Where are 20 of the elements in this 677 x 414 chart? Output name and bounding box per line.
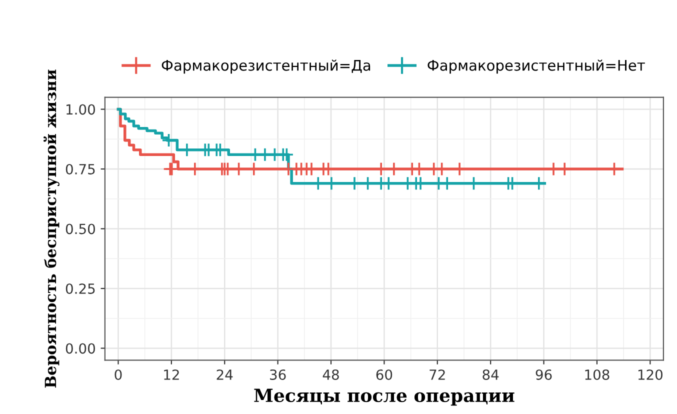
y-tick-label: 0.50: [66, 224, 95, 234]
y-tick-label: 0.75: [66, 164, 95, 174]
x-tick-label: 12: [164, 369, 179, 380]
y-tick-label: 0.00: [66, 343, 95, 354]
y-tick-label: 0.25: [66, 283, 95, 294]
x-tick-label: 84: [482, 369, 499, 380]
x-tick-label: 0: [114, 369, 122, 380]
x-tick-label: 24: [216, 369, 233, 380]
x-axis-title: Месяцы после операции: [254, 388, 514, 406]
x-tick-label: 48: [322, 369, 339, 380]
x-tick-label: 120: [638, 369, 662, 380]
y-tick-label: 1.00: [66, 104, 95, 115]
x-tick-label: 72: [430, 369, 445, 380]
legend-label: Фармакорезистентный=Нет: [428, 60, 645, 74]
x-tick-label: 60: [376, 369, 392, 380]
y-axis-title: Вероятность бесприступной жизни: [44, 70, 60, 388]
legend-label: Фармакорезистентный=Да: [162, 60, 370, 74]
x-tick-label: 96: [536, 369, 552, 380]
x-tick-label: 108: [585, 369, 610, 380]
x-tick-label: 36: [270, 369, 286, 380]
